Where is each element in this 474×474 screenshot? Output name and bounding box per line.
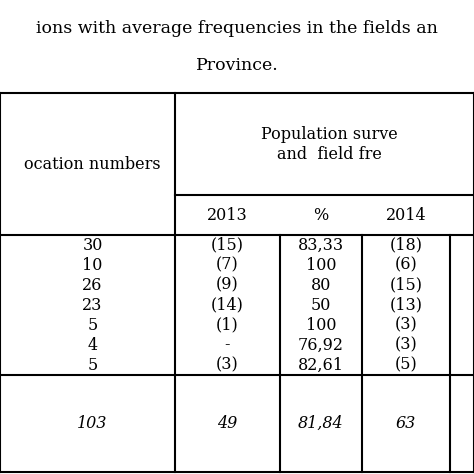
Text: 76,92: 76,92	[298, 337, 344, 354]
Text: (1): (1)	[216, 317, 239, 334]
Text: (3): (3)	[395, 317, 418, 334]
Text: 30: 30	[82, 237, 103, 254]
Text: ocation numbers: ocation numbers	[24, 155, 161, 173]
Text: 23: 23	[82, 297, 103, 313]
Text: 5: 5	[87, 317, 98, 334]
Bar	[0, 93, 474, 472]
Text: -: -	[225, 337, 230, 354]
Text: (15): (15)	[390, 276, 422, 293]
Text: (9): (9)	[216, 276, 239, 293]
Text: 50: 50	[311, 297, 331, 313]
Text: 49: 49	[218, 415, 237, 432]
Text: and  field fre: and field fre	[277, 146, 382, 163]
Text: 2014: 2014	[386, 207, 426, 224]
Text: 10: 10	[82, 256, 103, 273]
Text: %: %	[313, 207, 328, 224]
Text: (15): (15)	[211, 237, 244, 254]
Text: 83,33: 83,33	[298, 237, 344, 254]
Text: (6): (6)	[395, 256, 418, 273]
Text: (3): (3)	[216, 356, 239, 374]
Text: 80: 80	[311, 276, 331, 293]
Text: 82,61: 82,61	[298, 356, 344, 374]
Text: (14): (14)	[211, 297, 244, 313]
Text: Population surve: Population surve	[261, 126, 398, 143]
Text: 81,84: 81,84	[298, 415, 344, 432]
Text: (13): (13)	[390, 297, 422, 313]
Text: 100: 100	[306, 256, 336, 273]
Text: (7): (7)	[216, 256, 239, 273]
Text: 5: 5	[87, 356, 98, 374]
Text: 2013: 2013	[207, 207, 248, 224]
Text: 63: 63	[396, 415, 416, 432]
Text: (5): (5)	[395, 356, 418, 374]
Text: 26: 26	[82, 276, 103, 293]
Text: 100: 100	[306, 317, 336, 334]
Text: (18): (18)	[390, 237, 422, 254]
Text: ions with average frequencies in the fields an: ions with average frequencies in the fie…	[36, 19, 438, 36]
Text: Province.: Province.	[196, 56, 278, 73]
Text: (3): (3)	[395, 337, 418, 354]
Text: 103: 103	[77, 415, 108, 432]
Text: 4: 4	[87, 337, 98, 354]
